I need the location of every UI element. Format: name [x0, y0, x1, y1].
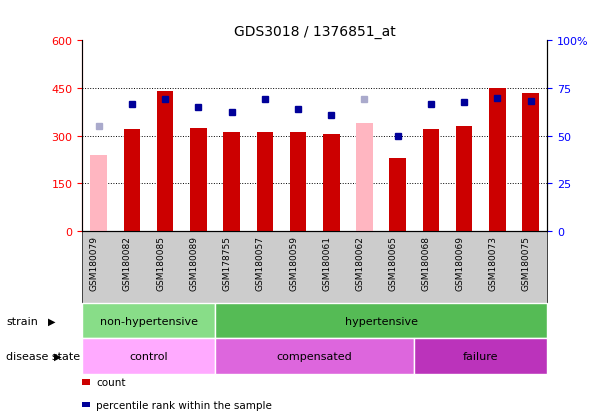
Text: failure: failure [463, 351, 499, 361]
Text: GSM180089: GSM180089 [189, 235, 198, 290]
Text: GSM180062: GSM180062 [356, 235, 364, 290]
Text: GSM180061: GSM180061 [322, 235, 331, 290]
Bar [257, 133, 273, 231]
Text: compensated: compensated [277, 351, 353, 361]
Text: ▶: ▶ [54, 351, 61, 361]
Text: GSM180065: GSM180065 [389, 235, 398, 290]
Text: GSM180069: GSM180069 [455, 235, 464, 290]
Bar [123, 130, 140, 231]
Text: GSM178755: GSM178755 [223, 235, 232, 290]
Text: ▶: ▶ [48, 316, 55, 326]
Text: GSM180085: GSM180085 [156, 235, 165, 290]
Text: GSM180082: GSM180082 [123, 235, 132, 290]
Bar [423, 130, 439, 231]
Text: GSM180068: GSM180068 [422, 235, 431, 290]
Bar [356, 123, 373, 231]
Bar [323, 135, 339, 231]
Bar [91, 155, 107, 231]
Text: count: count [96, 377, 126, 387]
Bar [190, 128, 207, 231]
Bar [223, 133, 240, 231]
Bar [389, 159, 406, 231]
Text: percentile rank within the sample: percentile rank within the sample [96, 400, 272, 410]
Text: strain: strain [6, 316, 38, 326]
Text: non-hypertensive: non-hypertensive [100, 316, 198, 326]
Bar [157, 92, 173, 231]
Text: GSM180057: GSM180057 [256, 235, 265, 290]
Text: GSM180073: GSM180073 [488, 235, 497, 290]
Text: GSM180079: GSM180079 [90, 235, 98, 290]
Title: GDS3018 / 1376851_at: GDS3018 / 1376851_at [233, 25, 396, 39]
Bar [489, 89, 506, 231]
Bar [290, 133, 306, 231]
Text: GSM180059: GSM180059 [289, 235, 298, 290]
Bar [522, 93, 539, 231]
Text: hypertensive: hypertensive [345, 316, 418, 326]
Text: control: control [130, 351, 168, 361]
Text: disease state: disease state [6, 351, 80, 361]
Text: GSM180075: GSM180075 [522, 235, 531, 290]
Bar [456, 127, 472, 231]
